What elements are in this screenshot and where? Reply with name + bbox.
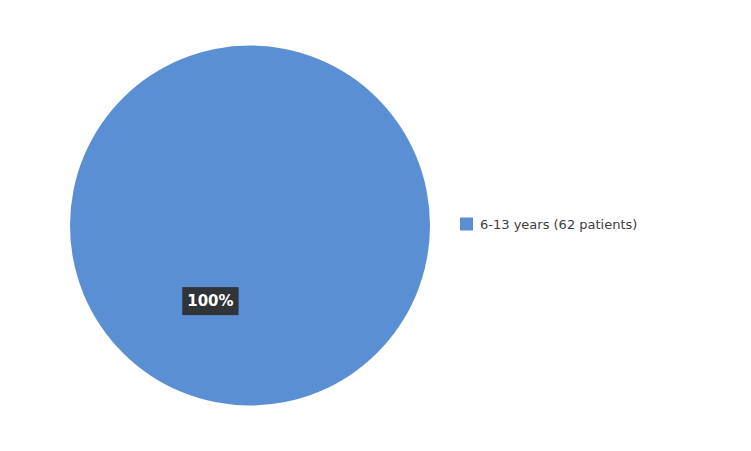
data-label-box [182, 287, 238, 315]
data-labels: 100% [182, 287, 238, 315]
legend-label: 6-13 years (62 patients) [480, 217, 637, 232]
data-label: 100% [187, 292, 233, 310]
pie-slice [70, 46, 430, 406]
legend-swatch [460, 218, 473, 231]
legend: 6-13 years (62 patients) [460, 217, 637, 232]
chart: 100% 6-13 years (62 patients) [0, 0, 751, 451]
legend-item: 6-13 years (62 patients) [460, 217, 637, 232]
pie [70, 46, 430, 406]
